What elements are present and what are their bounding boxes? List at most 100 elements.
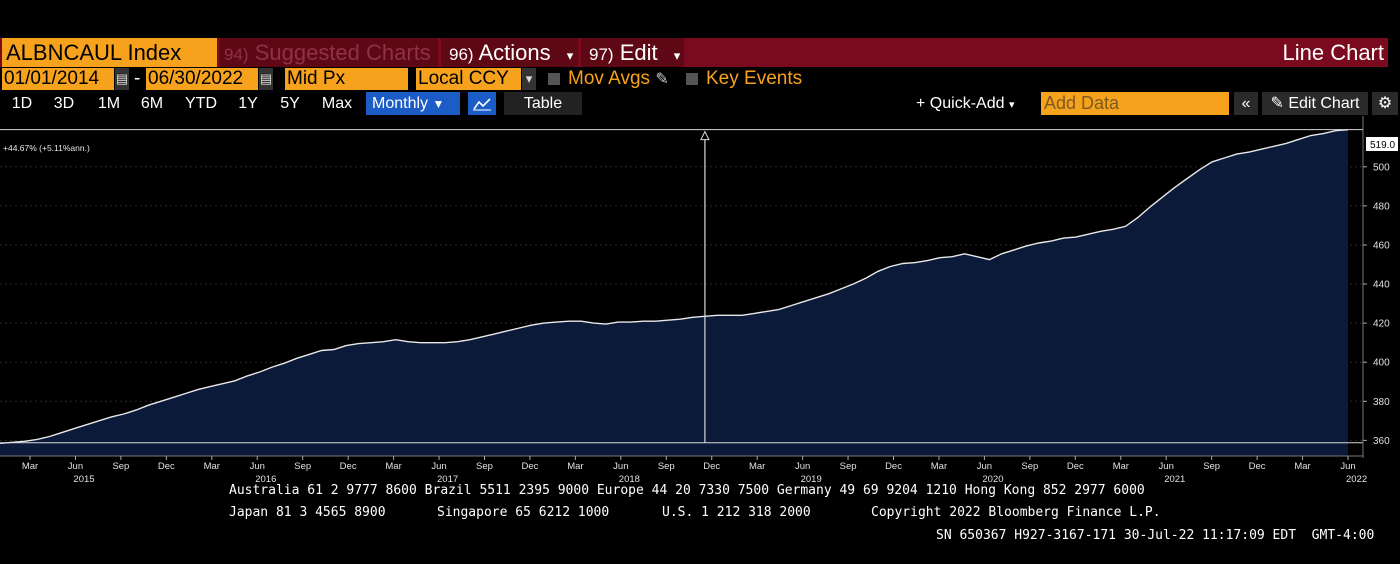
- x-year-label: 2015: [73, 474, 94, 485]
- tab-3d[interactable]: 3D: [53, 95, 75, 112]
- y-tick-label: 420: [1373, 319, 1390, 330]
- y-tick-label: 360: [1373, 436, 1390, 447]
- collapse-icon[interactable]: «: [1234, 92, 1258, 115]
- x-tick-label: Dec: [340, 461, 357, 472]
- suggested-charts-button[interactable]: 94) Suggested Charts: [220, 38, 438, 67]
- chart-type-title: Line Chart: [1282, 40, 1384, 65]
- period-select[interactable]: Monthly ▼: [366, 92, 460, 115]
- x-axis: Mar Jun Sep Dec Mar Jun Sep Dec Mar Jun Sep Dec Mar J…: [22, 456, 1367, 485]
- key-events-toggle[interactable]: Key Events: [686, 68, 802, 90]
- edit-chart-label: Edit Chart: [1288, 95, 1360, 112]
- x-tick-label: Sep: [294, 461, 311, 472]
- calendar-icon[interactable]: ▤: [115, 68, 129, 90]
- tab-6m[interactable]: 6M: [140, 95, 164, 112]
- parameters-row: 01/01/2014 ▤ - 06/30/2022 ▤ Mid Px Local…: [0, 68, 1400, 91]
- x-tick-label: Jun: [613, 461, 628, 472]
- x-tick-label: Sep: [112, 461, 129, 472]
- footer-copyright: Copyright 2022 Bloomberg Finance L.P.: [871, 505, 1161, 520]
- edit-menu[interactable]: 97) Edit ▾: [581, 38, 684, 67]
- tab-1y[interactable]: 1Y: [238, 95, 258, 112]
- change-annotation: +44.67% (+5.11%ann.): [3, 143, 90, 153]
- x-tick-label: Dec: [158, 461, 175, 472]
- end-date-input[interactable]: 06/30/2022: [146, 68, 258, 90]
- gear-icon[interactable]: ⚙: [1372, 92, 1398, 115]
- x-year-label: 2016: [255, 474, 276, 485]
- calendar-icon[interactable]: ▤: [259, 68, 273, 90]
- footer-session-info: SN 650367 H927-3167-171 30-Jul-22 11:17:…: [936, 528, 1375, 543]
- y-tick-label: 460: [1373, 240, 1390, 251]
- x-tick-label: Jun: [250, 461, 265, 472]
- quick-add-label: Quick-Add: [929, 95, 1005, 112]
- x-tick-label: Mar: [385, 461, 401, 472]
- add-data-input[interactable]: Add Data: [1041, 92, 1229, 115]
- x-tick-label: Dec: [521, 461, 538, 472]
- date-separator: -: [134, 68, 141, 89]
- edit-number: 97): [589, 45, 614, 64]
- suggested-charts-label: Suggested Charts: [254, 40, 431, 65]
- chevron-down-icon: ▼: [432, 97, 445, 111]
- table-button[interactable]: Table: [504, 92, 582, 115]
- tab-1d[interactable]: 1D: [11, 95, 33, 112]
- line-chart: +44.67% (+5.11%ann.) 360 380 400 420 440 460 4…: [0, 116, 1398, 485]
- tab-max[interactable]: Max: [321, 95, 353, 112]
- tab-ytd[interactable]: YTD: [185, 95, 217, 112]
- x-tick-label: Jun: [431, 461, 446, 472]
- ticker-field[interactable]: ALBNCAUL Index: [2, 38, 217, 67]
- marker-arrow-icon[interactable]: [700, 130, 710, 141]
- x-tick-label: Jun: [977, 461, 992, 472]
- x-tick-label: Mar: [1113, 461, 1129, 472]
- x-tick-label: Jun: [1159, 461, 1174, 472]
- quick-add-button[interactable]: + Quick-Add ▾: [916, 92, 1014, 115]
- pencil-icon[interactable]: ✎: [655, 71, 669, 88]
- x-tick-label: Mar: [567, 461, 583, 472]
- footer-contacts-us: U.S. 1 212 318 2000: [662, 505, 811, 520]
- y-tick-label: 480: [1373, 201, 1390, 212]
- start-date-input[interactable]: 01/01/2014: [2, 68, 114, 90]
- mov-avgs-toggle[interactable]: Mov Avgs ✎: [548, 68, 669, 90]
- x-tick-label: Sep: [1203, 461, 1220, 472]
- last-value-label: 519.0: [1366, 137, 1398, 151]
- x-year-label: 2021: [1164, 474, 1185, 485]
- chevron-down-icon: ▾: [1008, 99, 1015, 111]
- chevron-down-icon: ▾: [673, 48, 681, 63]
- x-tick-label: Dec: [885, 461, 902, 472]
- top-toolbar: ALBNCAUL Index 94) Suggested Charts 96) …: [0, 38, 1388, 67]
- footer-contacts-japan: Japan 81 3 4565 8900: [229, 505, 386, 520]
- plus-icon: +: [916, 95, 926, 112]
- x-tick-label: Dec: [703, 461, 720, 472]
- x-tick-label: Mar: [1294, 461, 1310, 472]
- field-select[interactable]: Mid Px: [285, 68, 408, 90]
- x-tick-label: Jun: [68, 461, 83, 472]
- y-axis: 360 380 400 420 440 460 480 500: [1363, 162, 1390, 447]
- x-year-label: 2017: [437, 474, 458, 485]
- edit-chart-button[interactable]: ✎ Edit Chart: [1262, 92, 1368, 115]
- x-tick-label: Dec: [1067, 461, 1084, 472]
- series-area: [0, 129, 1348, 456]
- y-tick-label: 440: [1373, 280, 1390, 291]
- actions-menu[interactable]: 96) Actions ▾: [441, 38, 578, 67]
- edit-label: Edit: [619, 40, 658, 65]
- x-tick-label: Jun: [1340, 461, 1355, 472]
- y-tick-label: 400: [1373, 358, 1390, 369]
- line-chart-icon[interactable]: [468, 92, 496, 115]
- x-tick-label: Sep: [658, 461, 675, 472]
- x-tick-label: Dec: [1249, 461, 1266, 472]
- x-year-label: 2018: [619, 474, 640, 485]
- x-tick-label: Sep: [840, 461, 857, 472]
- mov-avgs-label: Mov Avgs: [568, 68, 651, 89]
- tab-5y[interactable]: 5Y: [280, 95, 300, 112]
- checkbox-icon[interactable]: [686, 72, 698, 85]
- series-line: [0, 129, 1349, 444]
- last-value-text: 519.0: [1370, 140, 1395, 151]
- x-tick-label: Jun: [795, 461, 810, 472]
- period-label: Monthly: [372, 95, 429, 112]
- x-year-label: 2020: [982, 474, 1003, 485]
- range-row: 1D 3D 1M 6M YTD 1Y 5Y Max Monthly ▼ Tabl…: [0, 92, 1400, 115]
- x-tick-label: Mar: [749, 461, 765, 472]
- chevron-down-icon[interactable]: ▾: [522, 68, 536, 90]
- currency-select[interactable]: Local CCY: [416, 68, 521, 90]
- tab-1m[interactable]: 1M: [97, 95, 121, 112]
- x-tick-label: Mar: [931, 461, 947, 472]
- checkbox-icon[interactable]: [548, 72, 560, 85]
- actions-number: 96): [449, 45, 474, 64]
